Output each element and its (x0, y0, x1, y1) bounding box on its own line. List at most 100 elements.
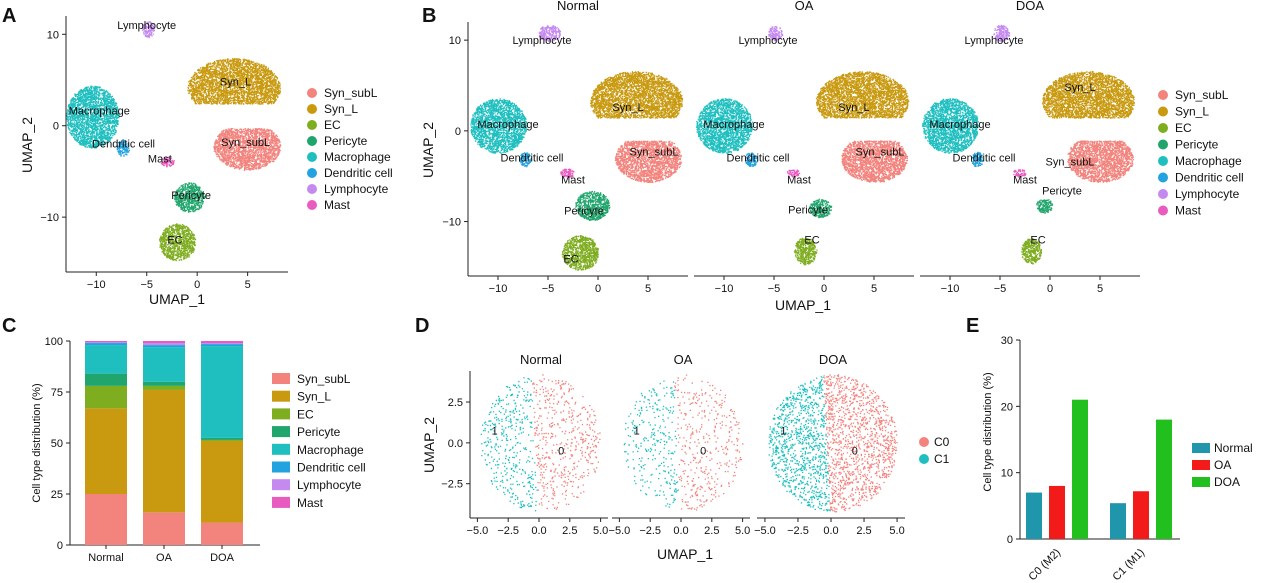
x-tick-label: −5 (994, 283, 1007, 295)
legend-item: Dendritic cell (297, 461, 366, 475)
scatter-points (480, 377, 538, 512)
x-tick-label: 2.5 (856, 525, 871, 537)
x-tick-label: 0 (821, 283, 827, 295)
panel-label-C: C (2, 315, 16, 337)
x-tick-label: 5.0 (735, 525, 750, 537)
legend-marker (307, 136, 317, 146)
x-tick-label: 0 (1047, 283, 1053, 295)
x-tick-label: 0.0 (673, 525, 688, 537)
scatter-points (823, 374, 898, 513)
x-tick-label: OA (156, 552, 173, 564)
cluster-label-pericyte: Pericyte (1042, 185, 1082, 197)
x-tick-label: −2.5 (639, 525, 661, 537)
legend-marker (1158, 189, 1168, 199)
legend-marker (1192, 460, 1210, 470)
stacked-bar-segment (143, 347, 185, 382)
cluster-label-c1: 1 (634, 426, 640, 438)
scatter-points (794, 237, 818, 266)
stacked-bar-segment (201, 344, 243, 347)
x-axis-title: UMAP_1 (775, 297, 831, 313)
stacked-bar-segment (201, 440, 243, 523)
cluster-label-mast: Mast (148, 153, 172, 165)
cluster-label-dendritic-cell: Dendritic cell (92, 139, 155, 151)
cluster-label-dendritic-cell: Dendritic cell (501, 153, 564, 165)
cluster-label-syn_l: Syn_L (220, 76, 251, 88)
x-tick-label: 5 (245, 279, 251, 291)
y-tick-label: 75 (51, 387, 63, 399)
stacked-bar-segment (85, 494, 127, 545)
scatter-points (160, 156, 175, 168)
legend-marker (272, 426, 290, 438)
scatter-points (142, 21, 155, 39)
y-axis-title: Cell type distribution (%) (31, 383, 43, 502)
legend-marker (1192, 443, 1210, 453)
scatter-points (1042, 71, 1135, 119)
panel-d-facet-oa: 1 0 −5.0 −2.5 0.0 2.5 5.0 OA (609, 352, 751, 537)
legend-item: Lymphocyte (1175, 187, 1240, 201)
x-tick-label: DOA (210, 552, 235, 564)
x-tick-label: −10 (489, 283, 508, 295)
stacked-bar-segment (85, 341, 127, 343)
cluster-label-c0: 0 (852, 445, 858, 457)
y-tick-label: 50 (51, 438, 63, 450)
cluster-label-mast: Mast (561, 174, 585, 186)
x-tick-label: C0 (M2) (1027, 547, 1064, 583)
x-tick-label: Normal (88, 552, 123, 564)
y-tick-label: 30 (1001, 335, 1013, 347)
scatter-points (575, 190, 611, 221)
scatter-points (614, 140, 682, 184)
stacked-bar-segment (85, 343, 127, 346)
stacked-bar-segment (85, 385, 127, 409)
legend-marker (307, 104, 317, 114)
x-axis-title: UMAP_1 (657, 546, 713, 562)
y-axis-title: UMAP_2 (19, 117, 35, 173)
legend-marker (307, 200, 317, 210)
x-tick-label: 5 (645, 283, 651, 295)
y-tick-label: 10 (1001, 468, 1013, 480)
legend-item: Dendritic cell (324, 166, 393, 180)
legend-item: Macrophage (1175, 154, 1242, 168)
legend-item: Syn_subL (324, 86, 378, 100)
panel-a-plot: Syn_L Syn_subL Macrophage Dendritic cell Mas… (40, 16, 288, 291)
legend-item: Normal (1214, 441, 1253, 455)
y-tick-label: 10 (47, 29, 59, 41)
legend-marker (307, 120, 317, 130)
legend-marker (1158, 139, 1168, 150)
y-tick-label: 0 (455, 126, 461, 138)
scatter-points (532, 374, 601, 510)
legend-marker (1158, 172, 1168, 183)
facet-title: DOA (1016, 0, 1045, 13)
stacked-bar-segment (143, 512, 185, 545)
bar (1072, 399, 1088, 539)
panel-e-plot: 0 10 20 30 C0 (M2) C1 (M1) (1001, 335, 1180, 583)
cluster-label-syn_l: Syn_L (1064, 82, 1095, 94)
x-tick-label: −5 (542, 283, 555, 295)
cluster-label-macrophage: Macrophage (477, 119, 538, 131)
cluster-label-pericyte: Pericyte (788, 204, 828, 216)
legend-marker (307, 152, 317, 162)
cluster-label-c0: 0 (558, 445, 564, 457)
facet-title: DOA (819, 352, 848, 367)
legend-item: DOA (1214, 475, 1240, 489)
facet-title: OA (674, 352, 693, 367)
scatter-points (116, 139, 130, 157)
facet-title: Normal (557, 0, 599, 13)
scatter-points (1013, 169, 1027, 178)
legend-item: Lymphocyte (324, 182, 389, 196)
y-tick-label: 0 (53, 121, 59, 133)
cluster-label-pericyte: Pericyte (171, 190, 211, 202)
stacked-bar-segment (201, 437, 243, 440)
scatter-points (187, 58, 281, 105)
legend-item: Pericyte (324, 134, 368, 148)
cluster-label-macrophage: Macrophage (703, 119, 764, 131)
scatter-points (213, 128, 282, 171)
legend-item: Mast (324, 198, 351, 212)
legend-item: EC (1175, 121, 1192, 135)
cluster-label-lymphocyte: Lymphocyte (513, 35, 572, 47)
panel-label-D: D (415, 315, 429, 337)
scatter-points (561, 235, 599, 271)
legend-marker (307, 88, 317, 98)
x-tick-label: 2.5 (562, 525, 577, 537)
facet-title: OA (795, 0, 814, 13)
legend-marker (272, 408, 290, 420)
